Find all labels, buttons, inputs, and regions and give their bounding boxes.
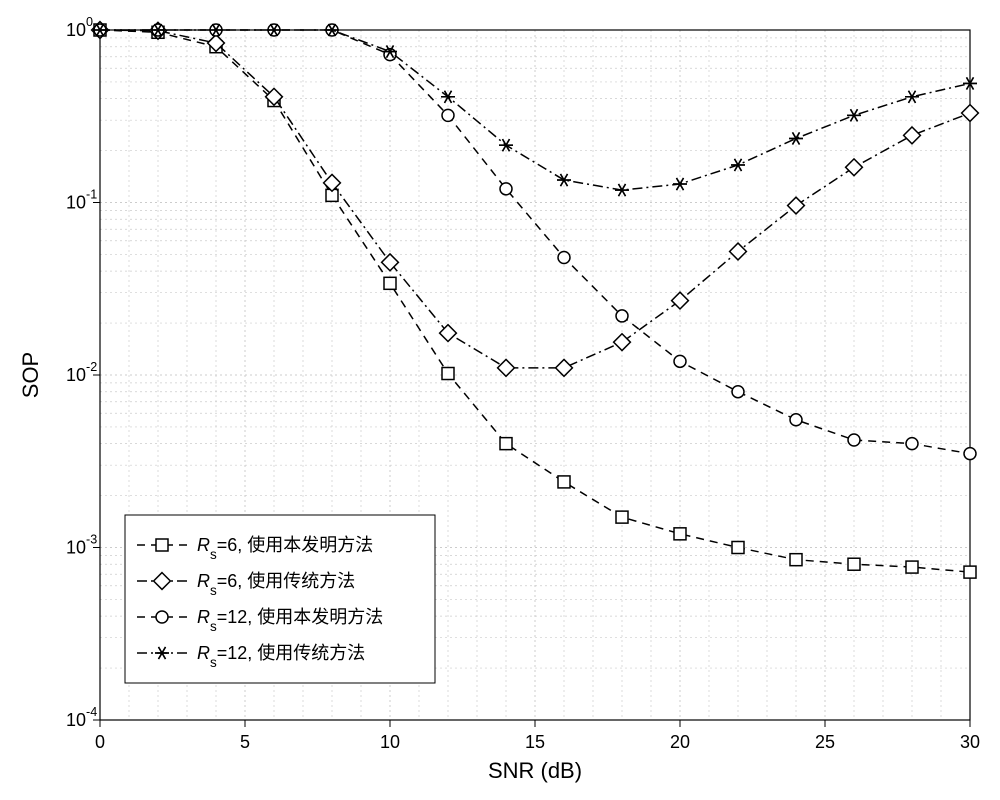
svg-text:10: 10 xyxy=(66,710,86,730)
svg-text:SNR (dB): SNR (dB) xyxy=(488,758,582,783)
svg-text:-4: -4 xyxy=(86,705,97,719)
svg-text:-3: -3 xyxy=(86,533,97,547)
svg-text:-2: -2 xyxy=(86,360,97,374)
svg-text:10: 10 xyxy=(380,732,400,752)
svg-text:15: 15 xyxy=(525,732,545,752)
svg-text:25: 25 xyxy=(815,732,835,752)
svg-text:5: 5 xyxy=(240,732,250,752)
svg-text:10: 10 xyxy=(66,20,86,40)
chart-container: 05101520253010-410-310-210-1100SNR (dB)S… xyxy=(0,0,1000,800)
svg-text:SOP: SOP xyxy=(18,352,43,398)
svg-text:10: 10 xyxy=(66,365,86,385)
svg-text:0: 0 xyxy=(86,15,93,29)
svg-text:10: 10 xyxy=(66,193,86,213)
sop-vs-snr-chart: 05101520253010-410-310-210-1100SNR (dB)S… xyxy=(0,0,1000,800)
svg-text:-1: -1 xyxy=(86,188,97,202)
svg-text:0: 0 xyxy=(95,732,105,752)
svg-text:10: 10 xyxy=(66,538,86,558)
svg-text:30: 30 xyxy=(960,732,980,752)
svg-text:20: 20 xyxy=(670,732,690,752)
